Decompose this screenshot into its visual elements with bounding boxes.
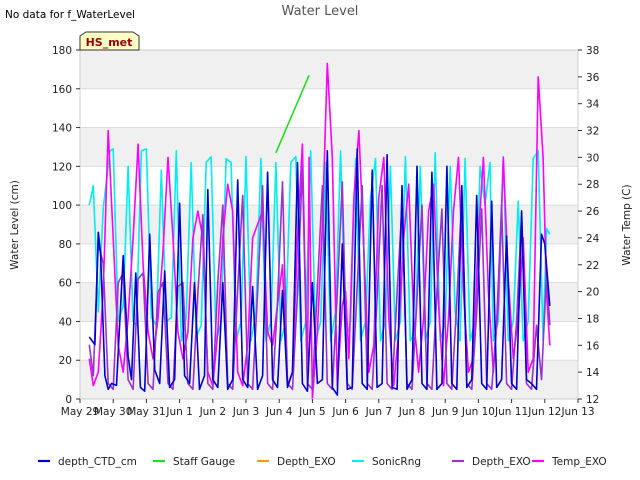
- x-tick-label: Jun 8: [398, 406, 425, 418]
- y2-tick-label: 34: [586, 99, 600, 111]
- y2-tick-label: 14: [586, 367, 600, 379]
- y2-tick-label: 26: [586, 206, 600, 218]
- y-tick-label: 40: [59, 316, 72, 328]
- chart-title: Water Level: [282, 4, 359, 19]
- y-tick-label: 0: [65, 394, 72, 406]
- x-tick-label: May 31: [127, 406, 165, 418]
- y2-tick-label: 32: [586, 126, 599, 138]
- y2-tick-label: 20: [586, 287, 599, 299]
- x-tick-label: Jun 12: [527, 406, 561, 418]
- y2-tick-label: 36: [586, 72, 600, 84]
- y2-tick-label: 30: [586, 152, 599, 164]
- band-0: [80, 360, 578, 399]
- x-tick-label: Jun 7: [365, 406, 392, 418]
- series-line-staff-gauge: [275, 74, 310, 154]
- legend-label-4: Depth_EXO: [472, 456, 531, 468]
- y-tick-label: 60: [59, 278, 72, 290]
- series-line-depth-ctd-cm: [88, 148, 551, 396]
- x-tick-label: May 29: [61, 406, 99, 418]
- y-tick-label: 20: [59, 355, 72, 367]
- legend-label-3: SonicRng: [372, 456, 421, 468]
- y2-tick-label: 22: [586, 260, 599, 272]
- station-badge-shape: [79, 31, 140, 51]
- series-layer: [88, 62, 551, 400]
- axes: 0 20 40 60 80 100 120 140 160 180 12 14 16 18 20 22 24 26…: [52, 45, 600, 418]
- y2-tick-label: 12: [586, 394, 599, 406]
- y-tick-label: 180: [52, 45, 72, 57]
- x-tick-label: Jun 2: [199, 406, 226, 418]
- y2-tick-label: 16: [586, 340, 600, 352]
- legend-label-2: Depth_EXO: [277, 456, 336, 468]
- x-tick-label: Jun 10: [461, 406, 495, 418]
- plot-frame: [79, 49, 579, 400]
- y2-tick-label: 28: [586, 179, 599, 191]
- x-tick-label: Jun 4: [265, 406, 293, 418]
- y-tick-label: 80: [59, 239, 72, 251]
- y2-axis-label: Water Temp (C): [621, 184, 633, 265]
- x-tick-label: Jun 13: [560, 406, 594, 418]
- y-tick-label: 120: [52, 161, 72, 173]
- x-tick-label: Jun 11: [494, 406, 528, 418]
- x-tick-label: Jun 1: [165, 406, 192, 418]
- y-tick-label: 100: [52, 200, 72, 212]
- x-tick-label: Jun 9: [431, 406, 458, 418]
- y-axis-label: Water Level (cm): [9, 180, 21, 270]
- y2-tick-label: 38: [586, 45, 599, 57]
- station-badge-label: HS_met: [86, 36, 133, 49]
- x-tick-label: May 30: [94, 406, 132, 418]
- legend: depth_CTD_cm Staff Gauge Depth_EXO SonicRng…: [38, 456, 607, 468]
- x-tick-label: Jun 5: [298, 406, 325, 418]
- y2-tick-label: 18: [586, 313, 599, 325]
- y-tick-label: 140: [52, 123, 72, 135]
- y2-tick-label: 24: [586, 233, 600, 245]
- band-6: [80, 127, 578, 167]
- series-line-depth-exo: [88, 165, 551, 391]
- x-tick-label: Jun 6: [331, 406, 359, 418]
- legend-label-1: Staff Gauge: [173, 456, 235, 468]
- legend-label-0: depth_CTD_cm: [58, 456, 137, 468]
- x-tick-label: Jun 3: [232, 406, 259, 418]
- station-badge: HS_met: [79, 31, 140, 51]
- legend-label-5: Temp_EXO: [551, 456, 607, 468]
- no-data-note: No data for f_WaterLevel: [5, 9, 135, 21]
- y-tick-label: 160: [52, 84, 72, 96]
